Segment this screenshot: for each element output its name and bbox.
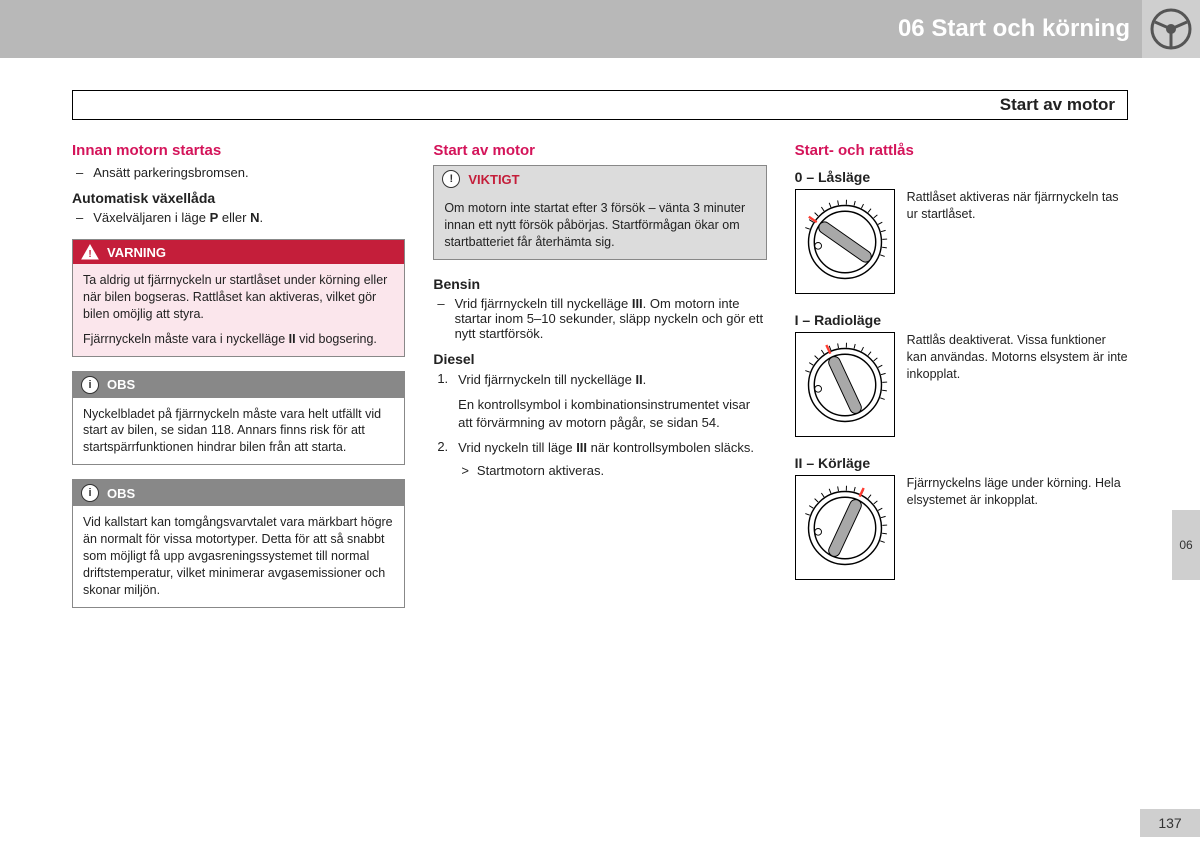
note-header: i OBS xyxy=(73,480,404,506)
lock-position-2: Fjärrnyckelns läge under körning. Hela e… xyxy=(795,475,1128,580)
list-item: 1. Vrid fjärrnyckeln till nyckelläge II.… xyxy=(437,371,766,432)
info-icon: i xyxy=(81,484,99,502)
chapter-title: 06 Start och körning xyxy=(898,15,1130,43)
heading-bensin: Bensin xyxy=(433,276,766,292)
chapter-tab: 06 xyxy=(1172,510,1200,580)
result-item: > Startmotorn aktiveras. xyxy=(461,463,766,478)
heading-start-motor: Start av motor xyxy=(433,142,766,159)
important-body: Om motorn inte startat efter 3 försök – … xyxy=(434,192,765,259)
warning-icon: ! xyxy=(81,244,99,260)
page-number: 137 xyxy=(1140,809,1200,837)
important-header: ! VIKTIGT xyxy=(434,166,765,192)
list-item: – Vrid fjärrnyckeln till nyckelläge III.… xyxy=(437,296,766,341)
chapter-header: 06 Start och körning xyxy=(0,0,1200,58)
heading-auto-gearbox: Automatisk växellåda xyxy=(72,190,405,206)
column-2: Start av motor ! VIKTIGT Om motorn inte … xyxy=(433,142,766,608)
ignition-diagram-2-icon xyxy=(795,475,895,580)
heading-pos-1: I – Radioläge xyxy=(795,312,1128,328)
warning-body: Ta aldrig ut fjärrnyckeln ur startlåset … xyxy=(73,264,404,356)
ignition-diagram-0-icon xyxy=(795,189,895,294)
note-callout: i OBS Nyckelbladet på fjärrnyckeln måste… xyxy=(72,371,405,466)
lock-position-1: Rattlås deaktiverat. Vissa funktioner ka… xyxy=(795,332,1128,437)
heading-pos-2: II – Körläge xyxy=(795,455,1128,471)
info-icon: i xyxy=(81,376,99,394)
column-1: Innan motorn startas – Ansätt parkerings… xyxy=(72,142,405,608)
page-content: Innan motorn startas – Ansätt parkerings… xyxy=(72,142,1128,608)
section-title: Start av motor xyxy=(72,90,1128,120)
warning-header: ! VARNING xyxy=(73,240,404,264)
list-item: – Ansätt parkeringsbromsen. xyxy=(76,165,405,180)
heading-before-start: Innan motorn startas xyxy=(72,142,405,159)
list-item: – Växelväljaren i läge P eller N. xyxy=(76,210,405,225)
svg-text:!: ! xyxy=(88,249,91,260)
warning-callout: ! VARNING Ta aldrig ut fjärrnyckeln ur s… xyxy=(72,239,405,357)
note-header: i OBS xyxy=(73,372,404,398)
note-body: Vid kallstart kan tomgångsvarvtalet vara… xyxy=(73,506,404,606)
heading-diesel: Diesel xyxy=(433,351,766,367)
heading-pos-0: 0 – Låsläge xyxy=(795,169,1128,185)
list-item: 2. Vrid nyckeln till läge III när kontro… xyxy=(437,439,766,457)
ignition-diagram-1-icon xyxy=(795,332,895,437)
important-callout: ! VIKTIGT Om motorn inte startat efter 3… xyxy=(433,165,766,260)
note-body: Nyckelbladet på fjärrnyckeln måste vara … xyxy=(73,398,404,465)
important-icon: ! xyxy=(442,170,460,188)
note-callout: i OBS Vid kallstart kan tomgångsvarvtale… xyxy=(72,479,405,607)
steering-wheel-icon xyxy=(1142,0,1200,58)
column-3: Start- och rattlås 0 – Låsläge Rattlåset… xyxy=(795,142,1128,608)
lock-position-0: Rattlåset aktiveras när fjärrnyckeln tas… xyxy=(795,189,1128,294)
heading-start-lock: Start- och rattlås xyxy=(795,142,1128,159)
